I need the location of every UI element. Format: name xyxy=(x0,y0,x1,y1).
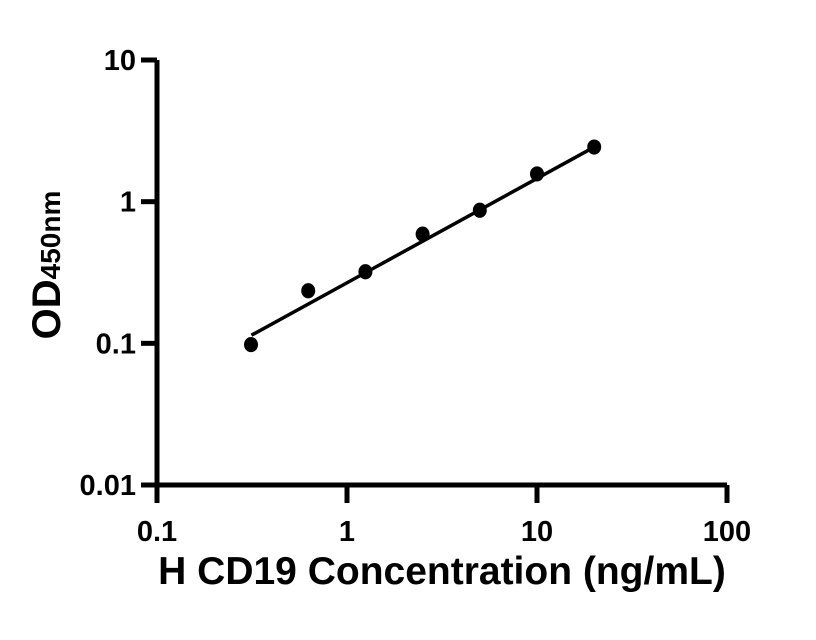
x-tick-label: 0.1 xyxy=(137,516,177,548)
data-point xyxy=(530,166,544,182)
y-axis-title-subscript: 450nm xyxy=(35,190,66,280)
x-axis-title: H CD19 Concentration (ng/mL) xyxy=(158,550,726,593)
y-tick-label: 1 xyxy=(120,187,136,219)
data-point xyxy=(301,283,316,299)
x-tick-label: 1 xyxy=(339,516,355,548)
data-point xyxy=(415,226,430,242)
data-points xyxy=(244,139,602,353)
x-tick-label: 100 xyxy=(703,516,751,548)
y-axis-title: OD 450nm xyxy=(25,115,69,415)
y-axis-title-main: OD xyxy=(25,279,69,340)
axis-frame xyxy=(154,60,727,488)
data-point xyxy=(472,202,487,218)
y-tick-label: 0.1 xyxy=(96,328,136,360)
y-tick-label: 10 xyxy=(104,45,136,77)
data-point xyxy=(587,139,602,155)
x-tick-label: 10 xyxy=(521,516,553,548)
axes xyxy=(154,60,727,488)
data-point xyxy=(358,264,373,280)
y-tick-label: 0.01 xyxy=(80,470,136,502)
data-point xyxy=(244,336,259,353)
axis-ticks xyxy=(141,57,730,503)
